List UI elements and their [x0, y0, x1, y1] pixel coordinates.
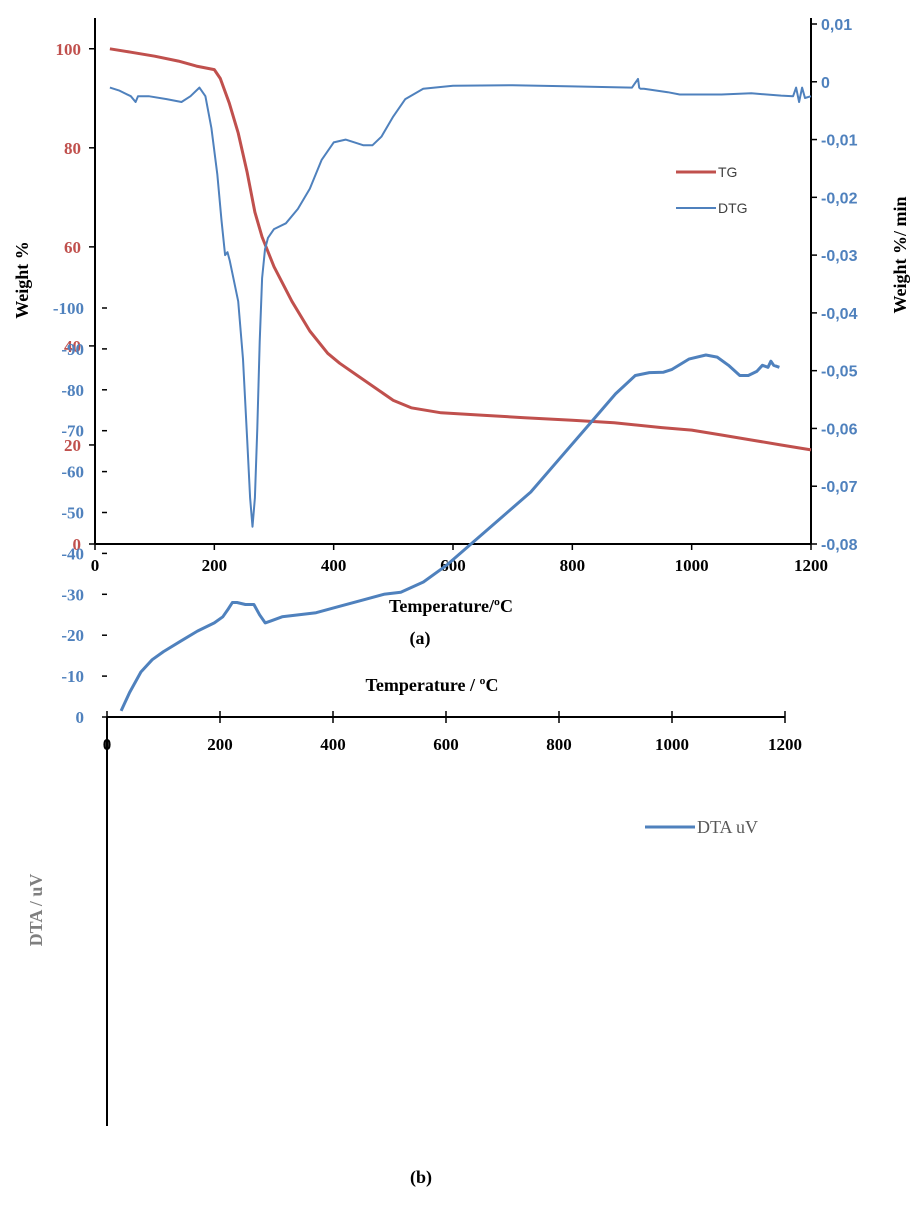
- panel-b-y-tick-label: -30: [61, 585, 84, 604]
- panel-b-y-tick-label: -90: [61, 340, 84, 359]
- panel-a-series-line-dtg: [109, 77, 812, 528]
- panel-b-x-tick-label: 200: [207, 735, 233, 754]
- panel-b-x-tick-label: 1200: [768, 735, 802, 754]
- panel-b-y-tick-label: -40: [61, 544, 84, 563]
- panel-a-right-tick-label: -0,08: [821, 537, 858, 554]
- panel-a-left-y-axis-title: Weight %: [12, 241, 32, 319]
- panel-a-x-ticks: 0 200 400 600 800 1000 1200: [91, 544, 828, 575]
- panel-a-left-tick-label: 40: [64, 337, 81, 356]
- panel-b-x-tick-label: 600: [433, 735, 459, 754]
- panel-a-series: [109, 47, 812, 528]
- panel-a-right-y-ticks: 0,01 0 -0,01 -0,02 -0,03 -0,04 -0,05 -0,06 -0,07…: [811, 17, 858, 554]
- panel-a-right-tick-label: 0: [821, 75, 830, 92]
- panel-b-label: (b): [410, 1167, 432, 1188]
- panel-a-left-y-ticks: 0 20 40 60 80 100: [56, 40, 95, 554]
- panel-a-right-y-axis-title: Weight %/ min: [890, 196, 910, 313]
- chart-panel-b: Temperature / ºC 0 200 400 600 800 1000 1200 0…: [26, 299, 802, 1188]
- panel-a-right-tick-label: -0,07: [821, 479, 858, 496]
- panel-b-x-tick-label: 1000: [655, 735, 689, 754]
- panel-a-x-tick-label: 1000: [675, 556, 709, 575]
- panel-a-label: (a): [410, 628, 431, 649]
- panel-a-left-tick-label: 0: [73, 535, 82, 554]
- panel-b-series-line-dta: [119, 353, 780, 712]
- panel-b-y-tick-label: -10: [61, 667, 84, 686]
- panel-b-y-tick-label: -100: [53, 299, 84, 318]
- panel-a-right-tick-label: -0,03: [821, 248, 858, 265]
- panel-a-right-tick-label: -0,01: [821, 133, 858, 150]
- panel-a-right-tick-label: 0,01: [821, 17, 852, 34]
- panel-a-x-tick-label: 800: [560, 556, 586, 575]
- panel-b-x-tick-label: 400: [320, 735, 346, 754]
- panel-b-y-tick-label: -70: [61, 422, 84, 441]
- panel-a-legend-label: DTG: [718, 200, 748, 216]
- panel-b-x-tick-label: 0: [103, 735, 112, 754]
- panel-b-legend: DTA uV: [645, 817, 758, 837]
- panel-a-legend: TG DTG: [676, 164, 748, 216]
- panel-a-right-tick-label: -0,04: [821, 306, 858, 323]
- panel-b-y-tick-label: -60: [61, 463, 84, 482]
- panel-b-y-axis-title: DTA / uV: [26, 874, 46, 947]
- panel-b-y-ticks: 0 -10 -20 -30 -40 -50 -60 -70 -80 -90 -100: [53, 299, 107, 727]
- panel-a-left-tick-label: 80: [64, 139, 81, 158]
- panel-b-series: [119, 353, 780, 712]
- panel-a-left-tick-label: 100: [56, 40, 82, 59]
- panel-a-x-tick-label: 200: [202, 556, 228, 575]
- panel-a-series-line-tg: [109, 47, 812, 452]
- panel-b-axes: [106, 716, 785, 1126]
- panel-b-x-axis-title: Temperature / ºC: [366, 675, 499, 695]
- panel-b-y-tick-label: 0: [76, 708, 85, 727]
- panel-a-x-axis-title: Temperature/ºC: [389, 596, 513, 616]
- panel-a-right-tick-label: -0,02: [821, 190, 858, 207]
- panel-a-left-tick-label: 60: [64, 238, 81, 257]
- panel-b-x-ticks: 0 200 400 600 800 1000 1200: [103, 711, 802, 754]
- panel-b-y-tick-label: -20: [61, 626, 84, 645]
- panel-b-y-tick-label: -50: [61, 504, 84, 523]
- panel-a-right-tick-label: -0,05: [821, 364, 858, 381]
- panel-b-y-tick-label: -80: [61, 381, 84, 400]
- panel-b-legend-label: DTA uV: [697, 817, 758, 837]
- panel-a-right-tick-label: -0,06: [821, 421, 858, 438]
- panel-a-x-tick-label: 1200: [794, 556, 828, 575]
- panel-a-x-tick-label: 600: [440, 556, 466, 575]
- panel-b-x-tick-label: 800: [546, 735, 572, 754]
- panel-a-left-tick-label: 20: [64, 436, 81, 455]
- panel-a-x-tick-label: 0: [91, 556, 100, 575]
- panel-a-legend-label: TG: [718, 164, 737, 180]
- panel-a-x-tick-label: 400: [321, 556, 347, 575]
- panel-a-axes: [94, 18, 812, 545]
